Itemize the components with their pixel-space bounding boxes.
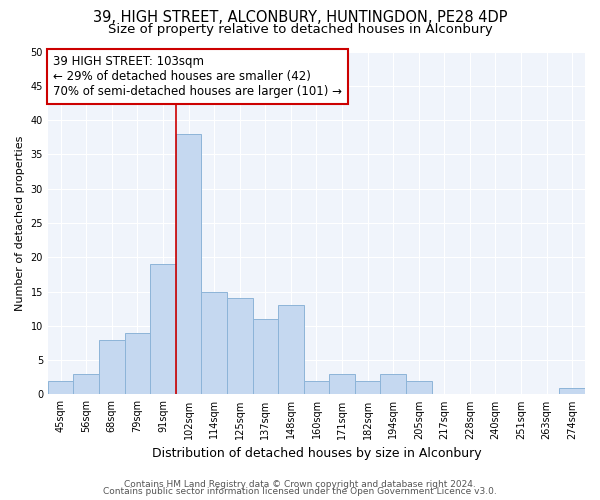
Bar: [99, 340, 125, 394]
X-axis label: Distribution of detached houses by size in Alconbury: Distribution of detached houses by size …: [152, 447, 481, 460]
Bar: [253, 319, 278, 394]
Bar: [406, 380, 431, 394]
Text: Contains public sector information licensed under the Open Government Licence v3: Contains public sector information licen…: [103, 488, 497, 496]
Y-axis label: Number of detached properties: Number of detached properties: [15, 136, 25, 310]
Text: 39, HIGH STREET, ALCONBURY, HUNTINGDON, PE28 4DP: 39, HIGH STREET, ALCONBURY, HUNTINGDON, …: [93, 10, 507, 25]
Bar: [355, 380, 380, 394]
Bar: [329, 374, 355, 394]
Bar: [559, 388, 585, 394]
Bar: [278, 306, 304, 394]
Bar: [380, 374, 406, 394]
Bar: [227, 298, 253, 394]
Bar: [73, 374, 99, 394]
Text: Contains HM Land Registry data © Crown copyright and database right 2024.: Contains HM Land Registry data © Crown c…: [124, 480, 476, 489]
Bar: [202, 292, 227, 395]
Bar: [150, 264, 176, 394]
Bar: [125, 332, 150, 394]
Text: 39 HIGH STREET: 103sqm
← 29% of detached houses are smaller (42)
70% of semi-det: 39 HIGH STREET: 103sqm ← 29% of detached…: [53, 55, 342, 98]
Bar: [304, 380, 329, 394]
Bar: [48, 380, 73, 394]
Text: Size of property relative to detached houses in Alconbury: Size of property relative to detached ho…: [107, 22, 493, 36]
Bar: [176, 134, 202, 394]
